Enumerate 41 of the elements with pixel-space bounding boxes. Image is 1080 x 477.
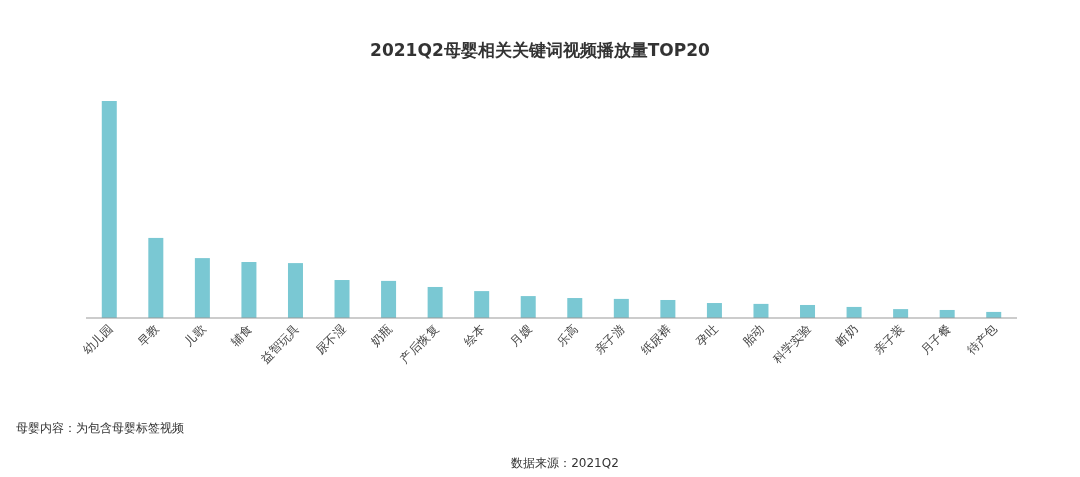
- x-tick-label: 亲子游: [592, 322, 628, 358]
- bar: [706, 303, 722, 318]
- bar: [287, 263, 303, 318]
- bar: [474, 291, 490, 318]
- x-tick-label: 月嫂: [507, 322, 535, 350]
- bar: [194, 258, 210, 318]
- x-tick-label: 亲子装: [871, 322, 907, 358]
- x-tick-label: 产后恢复: [397, 322, 442, 367]
- bar: [241, 262, 257, 318]
- x-tick-label: 奶瓶: [367, 322, 395, 350]
- x-tick-label: 绘本: [460, 322, 488, 350]
- bar: [520, 296, 536, 318]
- bar: [148, 237, 164, 318]
- bar: [567, 298, 583, 318]
- bar: [334, 280, 350, 318]
- bar: [660, 299, 676, 318]
- x-tick-label: 月子餐: [917, 322, 954, 358]
- bar: [427, 286, 443, 318]
- x-tick-label: 辅食: [228, 322, 256, 350]
- bar: [101, 101, 117, 318]
- x-tick-label: 尿不湿: [312, 322, 349, 358]
- x-tick-label: 待产包: [964, 322, 1000, 358]
- bar: [753, 303, 769, 318]
- x-tick-label: 胎动: [740, 322, 768, 350]
- text: 母婴内容：为包含母婴标签视频: [16, 421, 184, 435]
- x-tick-label: 幼儿园: [80, 322, 116, 358]
- x-tick-label: 断奶: [833, 322, 861, 350]
- x-tick-label: 科学实验: [769, 322, 814, 367]
- bar: [846, 306, 862, 318]
- x-tick-label: 乐高: [554, 322, 581, 350]
- source-note: 数据来源：2021Q2: [511, 456, 619, 470]
- chart-title: 2021Q2母婴相关关键词视频播放量TOP20: [370, 40, 711, 60]
- x-tick-label: 儿歌: [181, 322, 209, 350]
- bar: [381, 280, 397, 318]
- x-tick-label: 纸尿裤: [638, 322, 674, 358]
- bar: [613, 298, 629, 318]
- x-tick-label: 早教: [135, 322, 162, 350]
- x-tick-label: 孕吐: [693, 322, 721, 350]
- bar: [893, 309, 909, 318]
- x-tick-label: 益智玩具: [257, 322, 302, 367]
- bar: [800, 304, 816, 318]
